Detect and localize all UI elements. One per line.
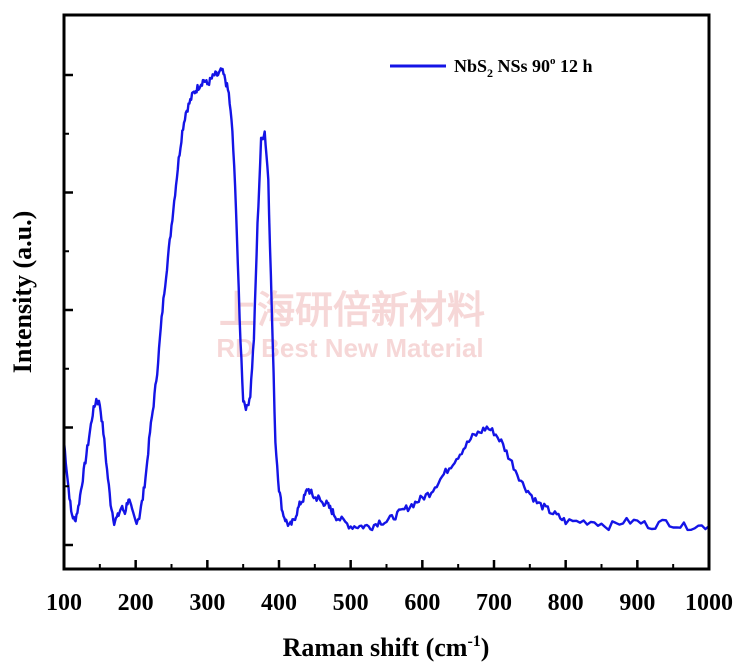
x-tick-label: 600 [404,590,440,616]
x-tick-label: 800 [548,590,584,616]
x-axis-title: Raman shift (cm-1) [283,633,490,662]
watermark-chinese: 上海研倍新材料 [219,288,485,332]
x-tick-label: 100 [46,590,82,616]
x-tick-label: 500 [333,590,369,616]
y-axis-title: Intensity (a.u.) [8,211,37,374]
x-tick-label: 300 [189,590,225,616]
legend-label: NbS2 NSs 90o 12 h [454,55,593,80]
x-tick-label: 400 [261,590,297,616]
series-line-nbs2 [62,67,710,532]
watermark-english: RD Best New Material [216,333,483,363]
x-tick-label: 900 [619,590,655,616]
x-tick-labels: 100 200 300 400 500 600 700 800 900 1000 [46,590,733,616]
y-ticks [64,73,73,547]
x-tick-label: 200 [118,590,154,616]
x-ticks [62,560,711,569]
x-tick-label: 1000 [685,590,733,616]
x-tick-label: 700 [476,590,512,616]
